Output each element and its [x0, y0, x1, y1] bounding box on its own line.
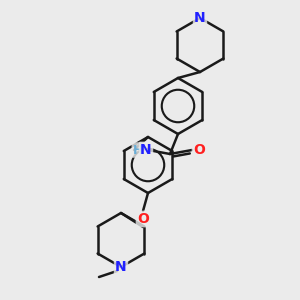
Text: N: N — [194, 11, 206, 25]
Text: N: N — [140, 143, 152, 157]
Text: O: O — [193, 143, 205, 157]
Text: O: O — [137, 212, 149, 226]
Text: N: N — [115, 260, 127, 274]
Text: H: H — [133, 143, 143, 157]
